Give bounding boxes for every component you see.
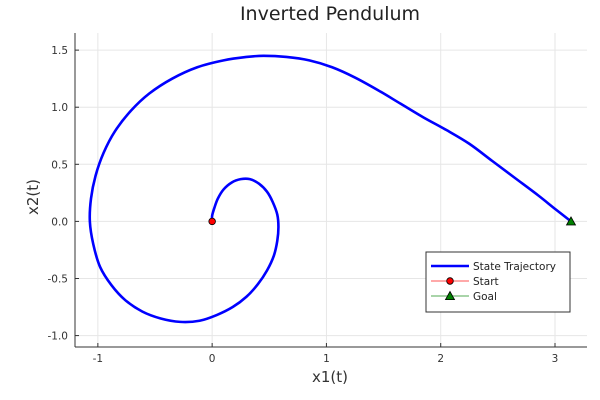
- legend-marker-start: [446, 277, 454, 285]
- chart-title: Inverted Pendulum: [240, 3, 420, 25]
- legend-label: State Trajectory: [473, 261, 556, 273]
- y-axis-label: x2(t): [24, 179, 42, 215]
- x-tick-label: -1: [93, 353, 103, 365]
- y-tick-label: 1.5: [51, 45, 68, 57]
- axes: -1 0 1 2 3 -1.0 -0.5 0.0 0.5 1.0 1.5: [48, 33, 587, 365]
- y-tick-label: -0.5: [48, 273, 69, 285]
- series-line-state-trajectory: [88, 54, 572, 324]
- legend-label: Goal: [473, 291, 497, 303]
- marker-goal: [565, 216, 577, 226]
- plot-area: [88, 54, 577, 324]
- x-tick-label: 2: [437, 353, 444, 365]
- legend-marker-goal: [444, 290, 456, 301]
- grid-lines: [75, 33, 587, 347]
- legend: State Trajectory Start Goal: [425, 251, 571, 313]
- y-tick-label: -1.0: [48, 331, 69, 343]
- y-tick-label: 1.0: [51, 102, 68, 114]
- x-axis-label: x1(t): [312, 368, 348, 386]
- marker-start: [208, 217, 216, 226]
- y-tick-label: 0.0: [51, 216, 68, 228]
- y-tick-label: 0.5: [51, 159, 68, 171]
- x-tick-label: 3: [552, 353, 559, 365]
- legend-label: Start: [473, 276, 499, 288]
- x-tick-label: 0: [209, 353, 216, 365]
- x-tick-label: 1: [323, 353, 330, 365]
